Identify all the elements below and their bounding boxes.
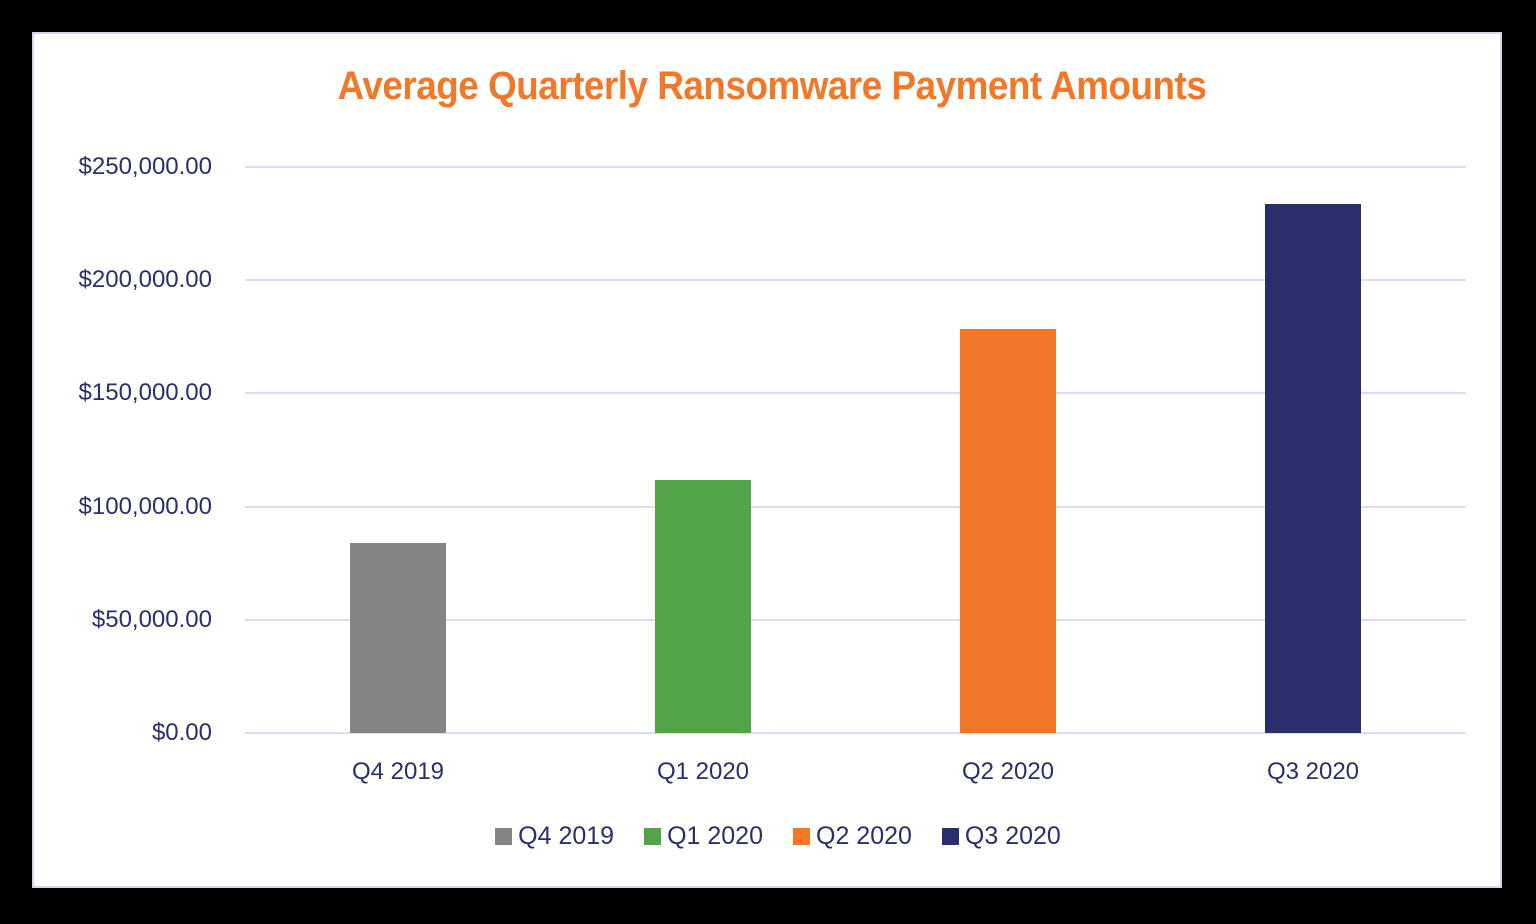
- chart-legend: Q4 2019 Q1 2020 Q2 2020 Q3 2020: [10, 822, 1536, 851]
- bar-q3-2020: [1265, 203, 1361, 733]
- legend-label: Q3 2020: [964, 822, 1061, 850]
- y-axis-tick-label: $0.00: [151, 719, 212, 746]
- legend-label: Q2 2020: [816, 822, 912, 850]
- chart-card: [32, 32, 1502, 888]
- x-axis-tick-label: Q3 2020: [1266, 758, 1360, 785]
- legend-swatch-icon: [644, 828, 662, 845]
- y-axis-tick-label: $150,000.00: [78, 379, 212, 407]
- gridline: [245, 279, 1466, 282]
- y-axis-tick-label: $200,000.00: [78, 266, 212, 294]
- legend-item: Q1 2020: [644, 822, 763, 851]
- legend-swatch-icon: [793, 828, 810, 845]
- legend-swatch-icon: [495, 828, 513, 845]
- gridline: [245, 505, 1466, 508]
- bar-q4-2019: [350, 542, 446, 733]
- legend-label: Q4 2019: [518, 822, 615, 850]
- x-axis-tick-label: Q1 2020: [656, 758, 750, 785]
- y-axis-tick-label: $100,000.00: [78, 492, 212, 520]
- x-axis-tick-label: Q4 2019: [351, 758, 445, 785]
- x-axis-tick-label: Q2 2020: [961, 758, 1055, 785]
- y-axis-tick-label: $50,000.00: [91, 605, 212, 633]
- bar-q1-2020: [655, 480, 751, 733]
- gridline: [245, 732, 1466, 734]
- bar-q2-2020: [960, 329, 1056, 733]
- chart-title: Average Quarterly Ransomware Payment Amo…: [337, 64, 1207, 108]
- gridline: [245, 166, 1466, 168]
- legend-swatch-icon: [941, 828, 959, 845]
- legend-item: Q2 2020: [793, 822, 912, 851]
- y-axis-tick-label: $250,000.00: [78, 153, 212, 180]
- legend-item: Q3 2020: [941, 822, 1061, 851]
- legend-item: Q4 2019: [495, 822, 614, 851]
- gridline: [245, 392, 1466, 395]
- legend-label: Q1 2020: [667, 822, 763, 850]
- gridline: [245, 618, 1466, 621]
